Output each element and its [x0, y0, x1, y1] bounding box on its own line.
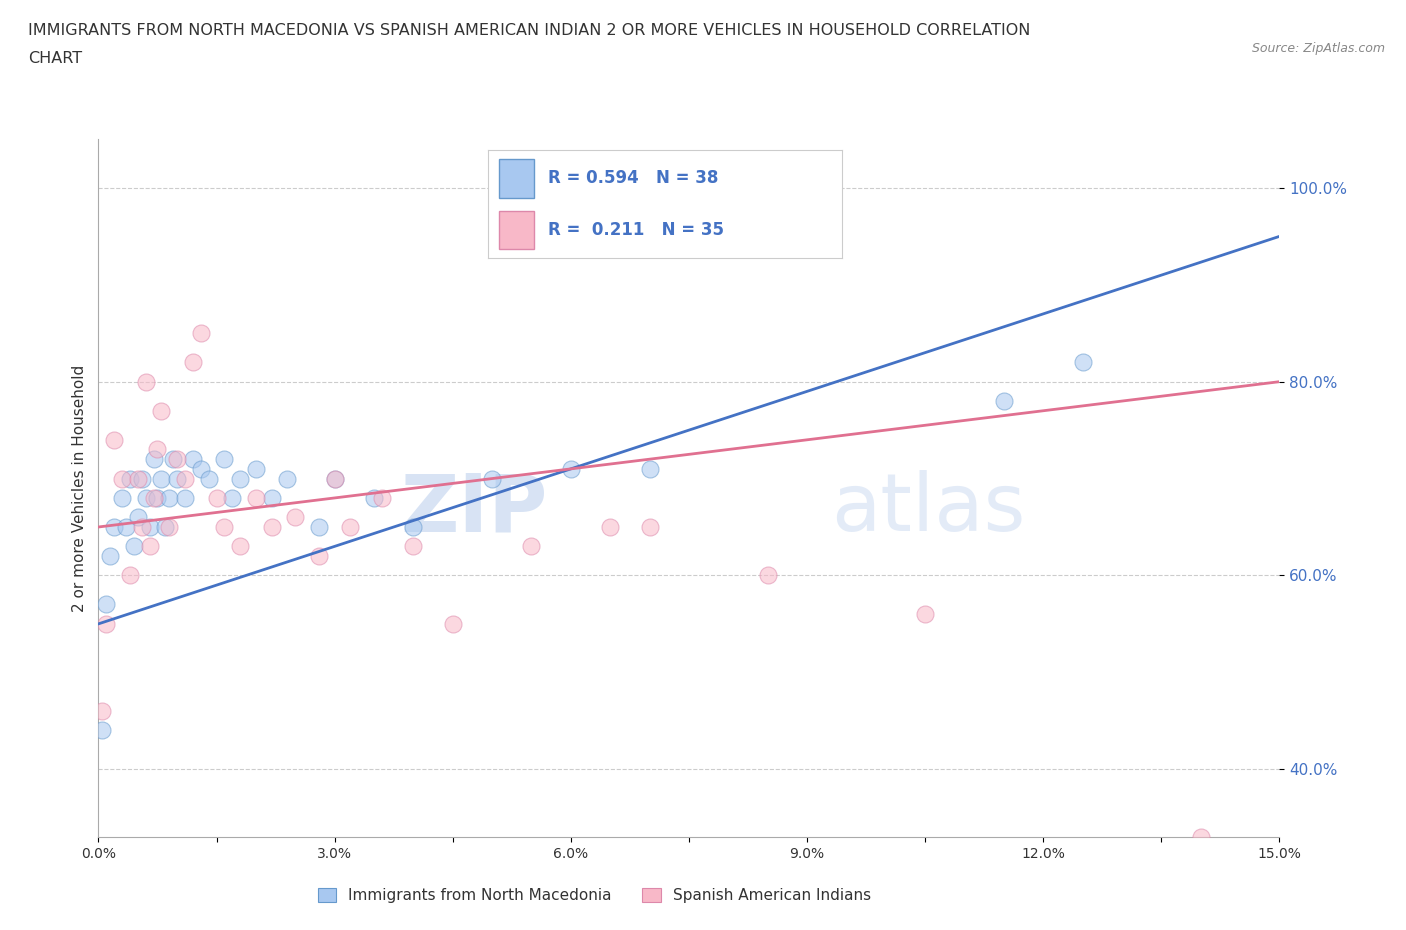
Point	[118, 472, 141, 486]
Point	[146, 490, 169, 505]
Point	[181, 452, 204, 467]
Point	[96, 617, 118, 631]
Point	[150, 404, 173, 418]
Point	[214, 452, 236, 467]
Point	[638, 461, 661, 476]
Point	[135, 374, 157, 389]
Point	[91, 723, 114, 737]
Point	[205, 490, 228, 505]
Point	[221, 490, 243, 505]
Text: Source: ZipAtlas.com: Source: ZipAtlas.com	[1251, 42, 1385, 55]
Y-axis label: 2 or more Vehicles in Household: 2 or more Vehicles in Household	[72, 365, 87, 612]
Point	[98, 549, 121, 564]
Point	[245, 461, 267, 476]
Point	[135, 490, 157, 505]
Point	[138, 520, 160, 535]
Point	[229, 472, 252, 486]
Legend: Immigrants from North Macedonia, Spanish American Indians: Immigrants from North Macedonia, Spanish…	[312, 883, 877, 910]
Point	[127, 472, 149, 486]
Point	[146, 442, 169, 457]
Point	[1189, 830, 1212, 844]
Point	[638, 520, 661, 535]
Point	[162, 452, 184, 467]
Point	[308, 520, 330, 535]
Point	[481, 472, 503, 486]
Point	[155, 520, 177, 535]
Point	[166, 452, 188, 467]
Point	[190, 461, 212, 476]
Point	[127, 510, 149, 525]
Point	[402, 520, 425, 535]
Point	[157, 490, 180, 505]
Point	[560, 461, 582, 476]
Point	[599, 520, 621, 535]
Point	[284, 510, 307, 525]
Point	[157, 520, 180, 535]
Point	[371, 490, 394, 505]
Point	[245, 490, 267, 505]
Point	[122, 539, 145, 554]
Text: ZIP: ZIP	[399, 471, 547, 548]
Point	[402, 539, 425, 554]
Point	[260, 520, 283, 535]
Point	[138, 539, 160, 554]
Point	[166, 472, 188, 486]
Text: CHART: CHART	[28, 51, 82, 66]
Point	[118, 568, 141, 583]
Point	[520, 539, 543, 554]
Point	[174, 490, 197, 505]
Point	[339, 520, 361, 535]
Point	[103, 432, 125, 447]
Point	[229, 539, 252, 554]
Point	[214, 520, 236, 535]
Point	[993, 393, 1015, 408]
Point	[323, 472, 346, 486]
Text: IMMIGRANTS FROM NORTH MACEDONIA VS SPANISH AMERICAN INDIAN 2 OR MORE VEHICLES IN: IMMIGRANTS FROM NORTH MACEDONIA VS SPANI…	[28, 23, 1031, 38]
Point	[1071, 355, 1094, 370]
Point	[115, 520, 138, 535]
Point	[142, 452, 165, 467]
Point	[103, 520, 125, 535]
Text: atlas: atlas	[831, 471, 1025, 548]
Point	[150, 472, 173, 486]
Point	[190, 326, 212, 340]
Point	[111, 490, 134, 505]
Point	[363, 490, 385, 505]
Point	[174, 472, 197, 486]
Point	[308, 549, 330, 564]
Point	[131, 472, 153, 486]
Point	[181, 355, 204, 370]
Point	[276, 472, 298, 486]
Point	[91, 704, 114, 719]
Point	[441, 617, 464, 631]
Point	[914, 606, 936, 621]
Point	[323, 472, 346, 486]
Point	[131, 520, 153, 535]
Point	[96, 597, 118, 612]
Point	[756, 568, 779, 583]
Point	[260, 490, 283, 505]
Point	[111, 472, 134, 486]
Point	[142, 490, 165, 505]
Point	[197, 472, 219, 486]
